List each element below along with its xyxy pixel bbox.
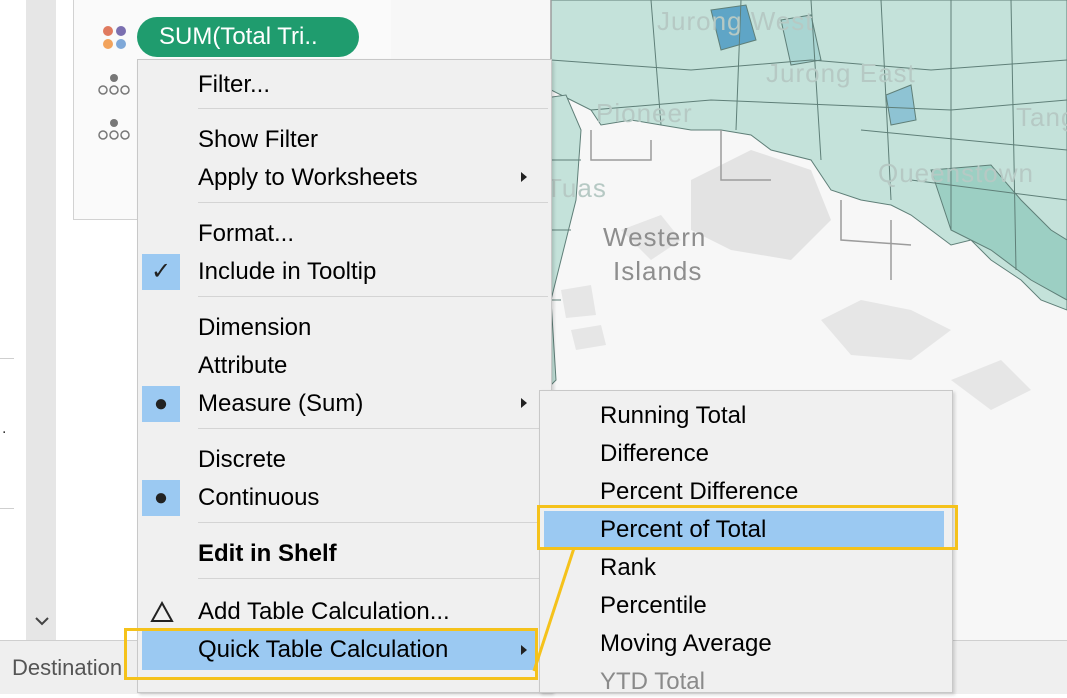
map-label-jurong-east: Jurong East [766, 58, 916, 88]
menu-item-dimension[interactable]: Dimension [198, 314, 312, 341]
submenu-item-percentile[interactable]: Percentile [600, 592, 707, 619]
detail-icon[interactable] [97, 72, 131, 96]
divider [0, 508, 14, 509]
map-label-jurong-west: Jurong West [657, 6, 814, 36]
submenu-item-percent-of-total[interactable]: Percent of Total [600, 516, 767, 543]
map-label-western: Western [603, 222, 707, 252]
menu-separator [198, 108, 548, 109]
menu-item-discrete[interactable]: Discrete [198, 446, 287, 473]
menu-item-attribute[interactable]: Attribute [198, 352, 288, 379]
period-mark: . [2, 420, 7, 437]
context-menu: Filter... Show Filter Apply to Worksheet… [137, 59, 552, 693]
submenu-item-rank[interactable]: Rank [600, 554, 657, 581]
quick-table-calculation-submenu: Running Total Difference Percent Differe… [539, 390, 953, 695]
menu-item-apply-to-worksheets[interactable]: Apply to Worksheets [198, 164, 418, 191]
menu-item-continuous[interactable]: Continuous [198, 484, 320, 511]
bullet-icon: ● [142, 480, 180, 516]
map-label-islands: Islands [613, 256, 703, 286]
menu-item-format[interactable]: Format... [198, 220, 295, 247]
menu-separator [198, 428, 548, 429]
submenu-item-moving-average[interactable]: Moving Average [600, 630, 772, 657]
submenu-arrow-icon [521, 645, 527, 655]
menu-item-add-table-calculation[interactable]: Add Table Calculation... [198, 598, 450, 625]
check-icon: ✓ [142, 254, 180, 290]
submenu-arrow-icon [521, 398, 527, 408]
menu-item-highlight [142, 630, 537, 670]
map-label-tuas: Tuas [546, 173, 607, 203]
submenu-item-percent-difference[interactable]: Percent Difference [600, 478, 799, 505]
left-panel [0, 0, 26, 640]
menu-item-show-filter[interactable]: Show Filter [198, 126, 319, 153]
map-label-queenstown: Queenstown [878, 158, 1034, 188]
menu-item-measure-sum[interactable]: Measure (Sum) [198, 390, 364, 417]
submenu-arrow-icon [521, 172, 527, 182]
submenu-item-running-total[interactable]: Running Total [600, 402, 747, 429]
submenu-item-difference[interactable]: Difference [600, 440, 709, 467]
menu-item-include-in-tooltip[interactable]: Include in Tooltip [198, 258, 377, 285]
bullet-icon: ● [142, 386, 180, 422]
callout-box-percent-of-total [537, 505, 958, 550]
callout-box-quick-calc [124, 628, 538, 680]
map-label-pioneer: Pioneer [596, 98, 693, 128]
submenu-item-highlight [544, 511, 944, 549]
tab-destination[interactable]: Destination [12, 655, 123, 680]
scroll-down-icon[interactable] [31, 610, 53, 632]
menu-separator [198, 578, 548, 579]
menu-separator [198, 296, 548, 297]
submenu-item-ytd-total[interactable]: YTD Total [600, 668, 705, 695]
callout-connector [532, 547, 576, 672]
menu-item-filter[interactable]: Filter... [198, 71, 271, 98]
map-label-tanglin: Tanglin [1016, 102, 1067, 132]
scroll-track[interactable] [26, 0, 56, 640]
color-icon[interactable] [101, 24, 129, 52]
menu-separator [198, 202, 548, 203]
delta-icon [150, 600, 174, 624]
detail-icon[interactable] [97, 117, 131, 141]
divider [0, 358, 14, 359]
menu-item-edit-in-shelf[interactable]: Edit in Shelf [198, 540, 337, 567]
measure-pill[interactable]: SUM(Total Tri.. [137, 17, 359, 57]
menu-separator [198, 522, 548, 523]
menu-item-quick-table-calculation[interactable]: Quick Table Calculation [198, 636, 449, 663]
